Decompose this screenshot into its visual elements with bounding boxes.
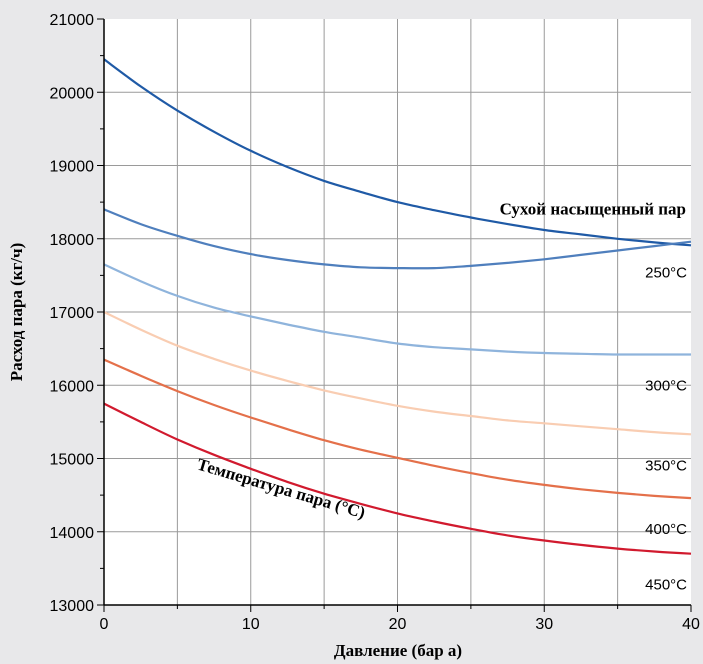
series-labels: Сухой насыщенный пар 250°C 300°C 350°C 400°C… (500, 199, 688, 593)
series-lines (103, 58, 692, 555)
series-line-1 (103, 208, 692, 270)
y-tick-label: 15000 (50, 452, 95, 469)
series-line-0 (103, 58, 692, 247)
y-tick-label: 17000 (50, 305, 95, 322)
y-axis-title: Расход пара (кг/ч) (7, 243, 26, 382)
series-line-2 (103, 263, 691, 356)
grid (104, 19, 691, 605)
tick-labels: 13000 14000 15000 16000 17000 18000 19000 20000… (50, 12, 701, 633)
series-line-4 (103, 358, 692, 500)
y-tick-label: 14000 (50, 525, 95, 542)
x-tick-label: 0 (100, 616, 109, 633)
x-tick-label: 20 (389, 616, 407, 633)
y-tick-label: 20000 (50, 85, 95, 102)
x-tick-label: 30 (535, 616, 553, 633)
axes (97, 18, 692, 612)
y-tick-label: 21000 (50, 12, 95, 29)
series-label-0: Сухой насыщенный пар (500, 199, 686, 218)
series-label-2: 300°C (645, 377, 687, 394)
y-tick-label: 18000 (50, 232, 95, 249)
x-tick-label: 40 (682, 616, 700, 633)
series-line-3 (103, 311, 692, 436)
y-tick-label: 13000 (50, 598, 95, 615)
y-tick-label: 19000 (50, 159, 95, 176)
series-label-5: 450°C (645, 577, 687, 594)
series-label-3: 350°C (645, 457, 687, 474)
series-label-4: 400°C (645, 521, 687, 538)
series-label-1: 250°C (645, 265, 687, 282)
x-tick-label: 10 (242, 616, 260, 633)
y-tick-label: 16000 (50, 378, 95, 395)
series-line-5 (103, 402, 692, 555)
x-axis-title: Давление (бар а) (334, 641, 462, 660)
